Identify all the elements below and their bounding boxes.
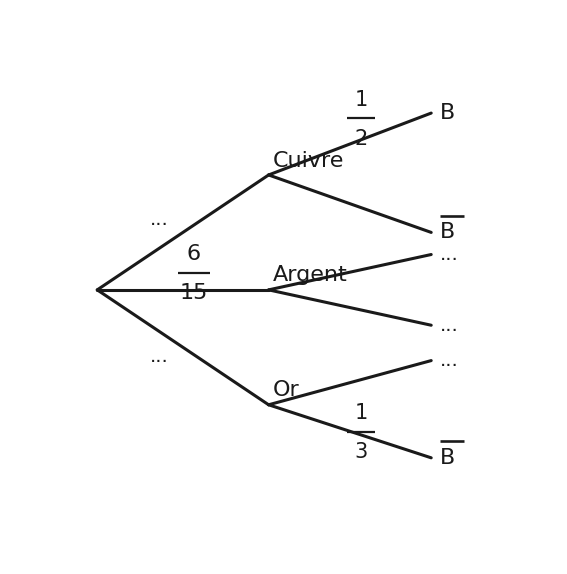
Text: B: B: [440, 103, 455, 123]
Text: 3: 3: [354, 443, 367, 462]
Text: B: B: [440, 222, 455, 242]
Text: 1: 1: [354, 404, 367, 424]
Text: 1: 1: [354, 90, 367, 110]
Text: ...: ...: [149, 347, 168, 366]
Text: ...: ...: [440, 351, 459, 370]
Text: 15: 15: [180, 283, 208, 303]
Text: ...: ...: [149, 210, 168, 228]
Text: ...: ...: [440, 316, 459, 335]
Text: B: B: [440, 448, 455, 468]
Text: 2: 2: [354, 129, 367, 149]
Text: Argent: Argent: [273, 265, 348, 285]
Text: Or: Or: [273, 381, 300, 401]
Text: 6: 6: [187, 244, 201, 264]
Text: Cuivre: Cuivre: [273, 150, 344, 170]
Text: ...: ...: [440, 245, 459, 264]
